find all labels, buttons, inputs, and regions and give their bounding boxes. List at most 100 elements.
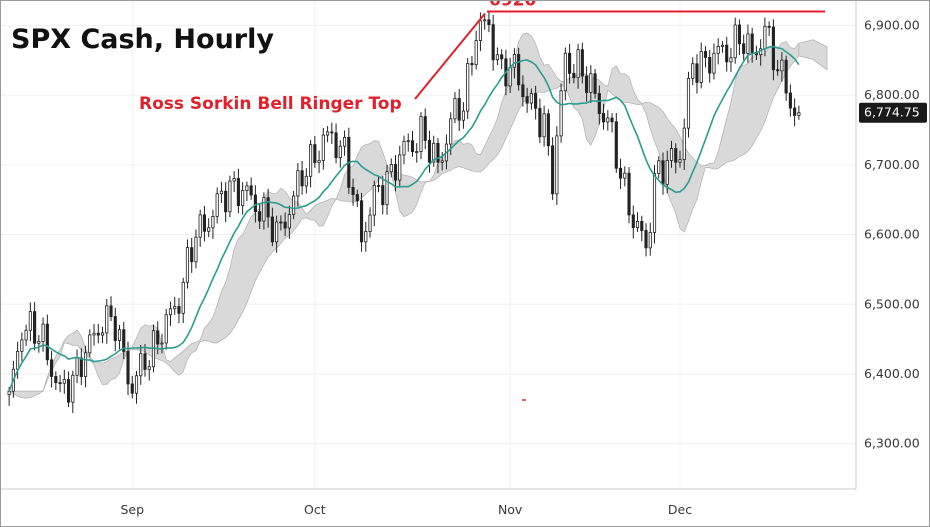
candle-body [202, 214, 207, 232]
candle-body [551, 145, 555, 195]
candle-body [16, 350, 20, 370]
candle-body [415, 151, 419, 153]
candle-body [88, 334, 92, 354]
candle-body [381, 185, 385, 206]
candle-body [376, 185, 381, 187]
candle-body [491, 24, 495, 61]
candle-body [270, 216, 274, 243]
price-axis: 6,300.00 6,400.00 6,500.00 6,600.00 6,700.00… [864, 17, 920, 450]
candle-body [156, 330, 160, 345]
candle-body [410, 140, 415, 153]
candle-body [597, 93, 601, 114]
candle-body [75, 357, 79, 376]
candle-body [37, 341, 41, 344]
candle-body [589, 73, 593, 93]
candle-body [50, 359, 54, 377]
candle-body [24, 329, 28, 341]
last-price-tag: 6,774.75 [859, 102, 927, 123]
candle-body [249, 185, 253, 196]
candle-body [733, 24, 737, 59]
candle-body [41, 323, 45, 342]
candle-body [580, 49, 584, 77]
candle-body [219, 190, 223, 195]
candle-body [750, 33, 754, 53]
candle-body [185, 247, 190, 283]
month-tick-label: Dec [668, 502, 692, 517]
candle-body [771, 26, 775, 71]
candle-body [585, 75, 589, 93]
candle-body [576, 49, 580, 79]
candle-body [177, 306, 181, 314]
candle-body [652, 173, 657, 233]
candle-body [296, 170, 300, 197]
candle-body [542, 113, 546, 138]
candle-body [512, 54, 516, 68]
candle-body [682, 127, 686, 161]
candle-body [767, 25, 771, 28]
price-tick-label: 6,400.00 [864, 366, 920, 381]
candle-body [309, 144, 313, 177]
candle-body [241, 190, 245, 206]
candle-body [644, 230, 648, 249]
candle-body [253, 194, 257, 212]
candle-body [797, 112, 801, 116]
candle-body [635, 221, 640, 228]
candle-body [130, 383, 134, 394]
candle-body [793, 107, 797, 116]
ichimoku-cloud [7, 32, 828, 399]
chart-title: SPX Cash, Hourly [11, 24, 274, 55]
annotations: 6920 Ross Sorkin Bell Ringer Top [139, 1, 825, 401]
candle-body [364, 231, 368, 243]
candle-body [563, 52, 567, 92]
candle-body [79, 357, 83, 377]
moving-average-line [8, 45, 800, 392]
candle-body [529, 93, 533, 104]
candle-body [143, 353, 147, 370]
candle-body [304, 175, 308, 187]
candle-body [181, 281, 185, 314]
candle-body [521, 84, 525, 98]
candle-body [614, 121, 618, 169]
candle-body [198, 214, 202, 238]
candle-body [326, 131, 330, 136]
candle-body [483, 19, 487, 22]
candle-body [534, 93, 538, 109]
candle-body [601, 113, 606, 123]
candle-body [763, 25, 767, 50]
candle-body [28, 311, 32, 331]
candle-body [453, 98, 457, 120]
candle-body [665, 159, 669, 185]
candle-body [262, 197, 266, 222]
candle-body [449, 118, 453, 145]
candle-body [224, 190, 228, 213]
candle-body [674, 148, 678, 163]
last-price-label: 6,774.75 [864, 105, 920, 120]
candle-body [83, 352, 88, 377]
candle-body [62, 379, 66, 384]
candle-body [92, 332, 96, 336]
candle-body [385, 171, 389, 206]
candle-body [618, 167, 623, 179]
candle-body [330, 131, 334, 134]
candle-body [398, 154, 402, 181]
candle-body [461, 110, 466, 121]
candle-body [105, 305, 109, 334]
candle-body [640, 221, 644, 231]
candle-body [160, 342, 164, 345]
grid-lines [1, 1, 856, 489]
candle-body [737, 24, 742, 45]
candle-body [725, 44, 729, 63]
candle-body [232, 178, 236, 182]
candle-body [572, 72, 576, 79]
candle-body [66, 379, 71, 403]
moving-average [8, 45, 800, 392]
price-tick-label: 6,800.00 [864, 87, 920, 102]
candle-body [478, 20, 482, 41]
month-tick-label: Sep [120, 502, 144, 517]
candle-body [389, 164, 393, 173]
candle-body [109, 305, 113, 317]
candle-body [300, 170, 304, 187]
candle-body [275, 221, 279, 243]
